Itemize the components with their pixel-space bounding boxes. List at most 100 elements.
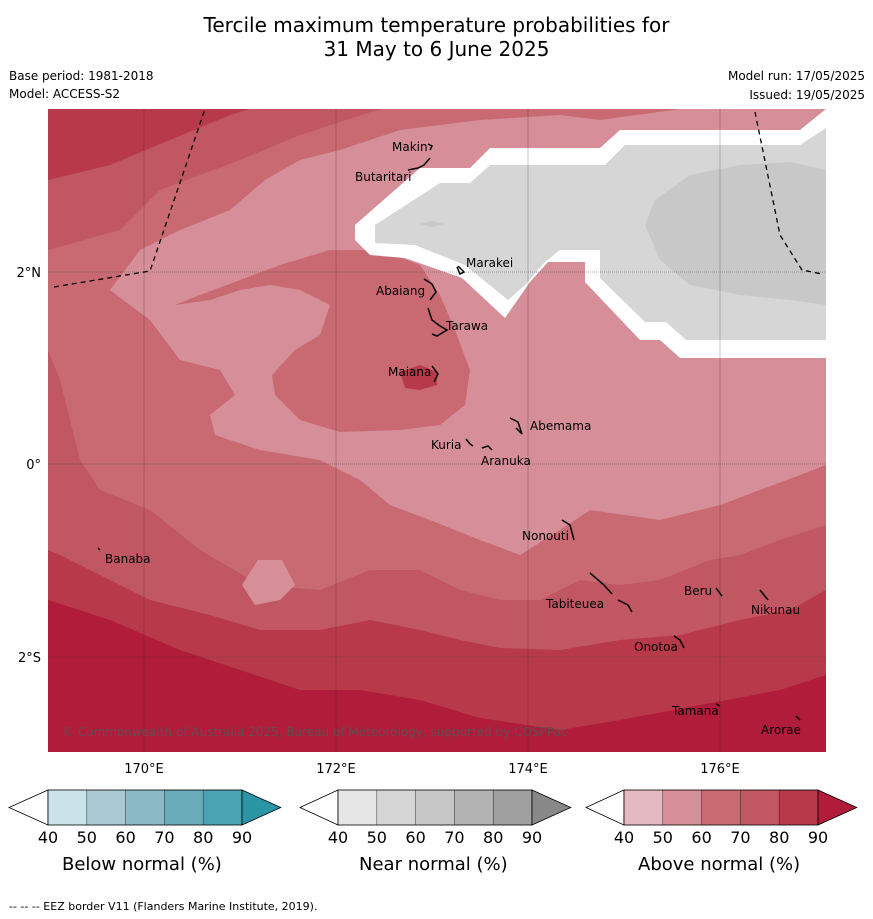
colorbar-label-near: Near normal (%)	[359, 854, 508, 875]
colorbar-max-extend	[817, 789, 858, 826]
contour-70-core	[400, 365, 437, 390]
onotoa-island	[673, 635, 685, 649]
nonouti-island	[561, 519, 575, 541]
label-kuria: Kuria	[431, 438, 462, 452]
nikunau-island	[759, 589, 769, 601]
island-outlines	[97, 143, 801, 721]
copyright-note: © Commonwealth of Australia 2025, Bureau…	[62, 725, 567, 739]
label-maiana: Maiana	[388, 365, 431, 379]
graticule	[48, 271, 826, 658]
lat-label-0: 0°	[26, 458, 41, 473]
colorbar-max-extend	[241, 789, 282, 826]
lat-label-2n: 2°N	[17, 266, 42, 281]
colorbar-tick-label: 90	[522, 828, 542, 847]
colorbar-tick-label: 90	[808, 828, 828, 847]
label-arorae: Arorae	[761, 723, 801, 737]
label-tamana: Tamana	[671, 704, 719, 718]
colorbar-min-extend	[585, 789, 625, 826]
colorbar-tick-label: 60	[691, 828, 711, 847]
colorbar-tick-label: 60	[405, 828, 425, 847]
issued-date: Issued: 19/05/2025	[749, 88, 865, 102]
colorbar-tick-label: 70	[730, 828, 750, 847]
near-normal-50	[645, 162, 826, 305]
colorbar-segment	[376, 790, 416, 825]
colorbar-segment	[624, 790, 663, 825]
colorbar-tick-label: 70	[154, 828, 174, 847]
lon-label-176e: 176°E	[700, 762, 740, 777]
butaritari-island	[407, 157, 431, 171]
beru-island	[715, 587, 723, 597]
label-nikunau: Nikunau	[751, 603, 800, 617]
colorbar-segment	[740, 790, 780, 825]
colorbar-tick-label: 80	[483, 828, 503, 847]
kuria-island	[465, 438, 474, 447]
model-name: Model: ACCESS-S2	[9, 87, 121, 101]
colorbar-above-normal: 40 50 60 70 80 90	[585, 789, 858, 847]
forecast-map: Makin Butaritari Marakei Abaiang Tarawa …	[17, 108, 826, 777]
colorbar-tick-label: 50	[367, 828, 387, 847]
colorbar-min-extend	[299, 789, 339, 826]
arorae-island	[795, 715, 801, 721]
maiana-island	[431, 365, 439, 383]
colorbar-near-normal: 40 50 60 70 80 90	[299, 789, 572, 847]
abemama-island	[509, 417, 523, 435]
label-onotoa: Onotoa	[634, 640, 678, 654]
colorbar-tick-label: 80	[769, 828, 789, 847]
contour-50-blob	[242, 560, 295, 605]
colorbar-segment	[701, 790, 741, 825]
colorbar-tick-label: 40	[38, 828, 58, 847]
label-abaiang: Abaiang	[376, 284, 425, 298]
label-tarawa: Tarawa	[445, 319, 488, 333]
colorbar-segment	[493, 790, 532, 825]
meridians	[143, 109, 721, 752]
colorbar-segment	[86, 790, 126, 825]
probability-contours	[48, 109, 826, 752]
colorbar-label-above: Above normal (%)	[638, 854, 801, 875]
colorbar-segment	[415, 790, 455, 825]
base-period: Base period: 1981-2018	[9, 69, 154, 83]
colorbar-segment	[203, 790, 242, 825]
colorbar-tick-label: 50	[653, 828, 673, 847]
colorbar-segment	[48, 790, 87, 825]
banaba-island	[97, 547, 101, 551]
colorbar-segment	[164, 790, 204, 825]
colorbar-tick-label: 80	[193, 828, 213, 847]
colorbar-segment	[454, 790, 494, 825]
label-abemama: Abemama	[530, 419, 591, 433]
aranuka-island	[481, 445, 493, 451]
label-aranuka: Aranuka	[481, 454, 531, 468]
colorbar-label-below: Below normal (%)	[62, 854, 222, 875]
abaiang-island	[423, 278, 437, 301]
colorbar-segment	[125, 790, 165, 825]
colorbar-min-extend	[8, 789, 49, 826]
label-butaritari: Butaritari	[355, 170, 412, 184]
lon-label-174e: 174°E	[508, 762, 548, 777]
contour-60-inner	[175, 250, 470, 432]
label-makin: Makin	[392, 140, 428, 154]
colorbar-segment	[662, 790, 702, 825]
tabiteuea-island	[589, 572, 633, 613]
colorbar-legend: 40 50 60 70 80 90 40 50 60 70 80 90 40 50 60 70 80 90	[8, 789, 858, 847]
colorbar-segment	[338, 790, 377, 825]
near-normal-50-small	[420, 221, 444, 227]
colorbar-segment	[779, 790, 818, 825]
marakei-island	[456, 265, 466, 276]
colorbar-tick-label: 90	[232, 828, 252, 847]
map-title-line-1: Tercile maximum temperature probabilitie…	[203, 13, 670, 37]
tarawa-island	[427, 307, 449, 337]
colorbar-tick-label: 50	[77, 828, 97, 847]
colorbar-tick-label: 60	[115, 828, 135, 847]
lon-label-172e: 172°E	[316, 762, 356, 777]
colorbar-tick-label: 70	[444, 828, 464, 847]
makin-island	[427, 143, 434, 151]
label-nonouti: Nonouti	[522, 529, 569, 543]
colorbar-tick-label: 40	[614, 828, 634, 847]
lon-label-170e: 170°E	[124, 762, 164, 777]
tamana-island	[715, 703, 721, 707]
lat-label-2s: 2°S	[18, 651, 41, 666]
eez-border	[53, 108, 823, 288]
label-banaba: Banaba	[105, 552, 151, 566]
model-run: Model run: 17/05/2025	[727, 69, 865, 83]
label-tabiteuea: Tabiteuea	[545, 597, 604, 611]
colorbar-max-extend	[531, 789, 572, 826]
